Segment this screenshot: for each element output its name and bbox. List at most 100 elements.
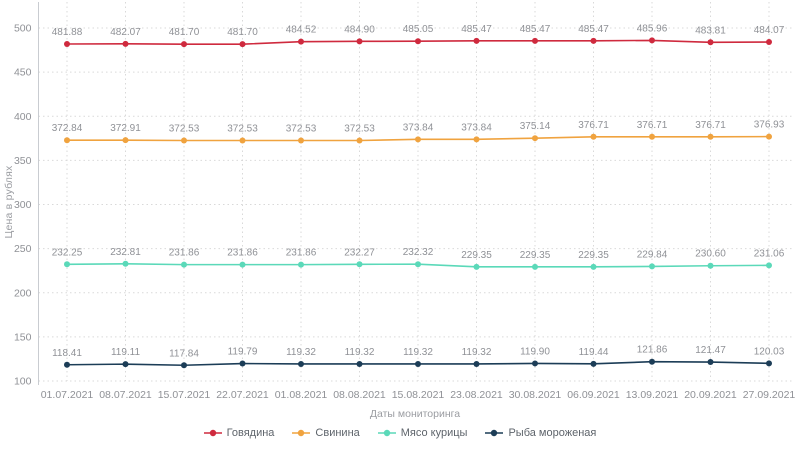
data-point[interactable] (532, 263, 538, 270)
data-point[interactable] (532, 360, 538, 367)
data-point-label: 484.07 (754, 25, 785, 36)
data-point[interactable] (532, 135, 538, 142)
data-point-label: 372.53 (344, 123, 375, 134)
legend: Говядина Свинина Мясо курицы Рыба мороженая (0, 427, 800, 439)
data-point[interactable] (239, 41, 246, 48)
data-point[interactable] (122, 260, 129, 267)
data-point[interactable] (766, 360, 772, 367)
data-point-label: 372.53 (169, 123, 200, 134)
data-point[interactable] (64, 361, 70, 368)
data-point[interactable] (415, 360, 421, 367)
legend-label: Говядина (226, 427, 275, 439)
data-point-label: 231.86 (286, 248, 317, 259)
x-tick-label: 01.07.2021 (41, 389, 94, 401)
data-point[interactable] (766, 39, 772, 46)
data-point[interactable] (356, 38, 363, 45)
data-point[interactable] (649, 37, 655, 44)
data-point[interactable] (473, 37, 480, 44)
data-point[interactable] (356, 261, 363, 268)
data-point-label: 232.81 (110, 247, 141, 258)
data-point[interactable] (590, 263, 597, 270)
data-point[interactable] (239, 360, 246, 367)
data-point-label: 376.71 (695, 120, 726, 131)
data-point[interactable] (590, 133, 597, 140)
legend-item-Говядина[interactable]: Говядина (203, 427, 275, 439)
data-point-label: 484.90 (344, 24, 375, 35)
data-point-label: 230.60 (695, 249, 726, 260)
x-tick-label: 06.09.2021 (567, 389, 620, 401)
data-point[interactable] (356, 137, 363, 144)
data-point[interactable] (649, 358, 655, 365)
data-point[interactable] (473, 263, 480, 270)
data-point-label: 117.84 (169, 348, 199, 359)
data-point[interactable] (356, 360, 363, 367)
legend-item-Свинина[interactable]: Свинина (292, 427, 360, 439)
data-point-label: 482.07 (110, 27, 141, 38)
x-tick-label: 30.08.2021 (509, 389, 562, 401)
data-point[interactable] (298, 261, 304, 268)
data-point[interactable] (415, 136, 421, 143)
data-point[interactable] (415, 261, 421, 268)
data-point[interactable] (298, 38, 304, 45)
legend-label: Свинина (315, 427, 360, 439)
data-point[interactable] (649, 263, 655, 270)
data-point-label: 119.79 (228, 347, 258, 358)
data-point-label: 375.14 (520, 121, 551, 132)
y-tick-label: 450 (14, 67, 32, 79)
data-point-label: 481.70 (227, 27, 258, 38)
data-point-label: 121.47 (695, 345, 726, 356)
data-point-label: 231.86 (227, 248, 258, 259)
data-point-label: 484.52 (286, 25, 317, 36)
data-point-label: 485.05 (403, 24, 434, 35)
data-point[interactable] (64, 40, 70, 47)
data-point-label: 485.96 (637, 23, 668, 34)
data-point[interactable] (298, 137, 304, 144)
data-point[interactable] (181, 362, 187, 369)
data-point[interactable] (122, 361, 129, 368)
x-tick-label: 08.07.2021 (99, 389, 152, 401)
data-point[interactable] (649, 133, 655, 140)
data-point-label: 481.88 (52, 27, 83, 38)
data-point[interactable] (122, 40, 129, 47)
data-point[interactable] (181, 41, 187, 48)
data-point-label: 232.27 (344, 247, 375, 258)
x-tick-label: 15.07.2021 (158, 389, 211, 401)
data-point[interactable] (707, 133, 714, 140)
data-point-label: 376.93 (754, 120, 785, 131)
y-tick-label: 100 (14, 376, 32, 388)
data-point[interactable] (64, 261, 70, 268)
data-point-label: 229.35 (461, 250, 492, 261)
data-point[interactable] (239, 137, 246, 144)
legend-item-Мясо курицы[interactable]: Мясо курицы (377, 427, 467, 439)
data-point-label: 485.47 (578, 24, 609, 35)
data-point-label: 232.32 (403, 247, 434, 258)
x-tick-label: 13.09.2021 (626, 389, 679, 401)
legend-item-Рыба мороженая[interactable]: Рыба мороженая (485, 427, 596, 439)
legend-marker-icon (292, 429, 311, 437)
data-point-label: 119.32 (286, 347, 316, 358)
x-tick-label: 15.08.2021 (392, 389, 445, 401)
data-point[interactable] (766, 262, 772, 269)
data-point[interactable] (181, 261, 187, 268)
data-point-label: 372.91 (110, 123, 141, 134)
data-point[interactable] (590, 37, 597, 44)
data-point[interactable] (707, 262, 714, 269)
data-point[interactable] (532, 37, 538, 44)
data-point[interactable] (707, 359, 714, 366)
data-point[interactable] (707, 39, 714, 46)
data-point[interactable] (766, 133, 772, 140)
data-point[interactable] (122, 137, 129, 144)
data-point-label: 372.53 (286, 123, 317, 134)
data-point[interactable] (415, 38, 421, 45)
data-point[interactable] (590, 360, 597, 367)
data-point[interactable] (473, 360, 480, 367)
data-point-label: 119.44 (579, 347, 609, 358)
data-point[interactable] (473, 136, 480, 143)
data-point[interactable] (239, 261, 246, 268)
data-point[interactable] (298, 360, 304, 367)
data-point[interactable] (181, 137, 187, 144)
data-point-label: 372.53 (227, 123, 258, 134)
data-point-label: 229.35 (520, 250, 551, 261)
data-point[interactable] (64, 137, 70, 144)
